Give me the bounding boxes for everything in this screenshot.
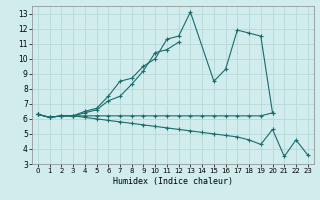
X-axis label: Humidex (Indice chaleur): Humidex (Indice chaleur) [113,177,233,186]
